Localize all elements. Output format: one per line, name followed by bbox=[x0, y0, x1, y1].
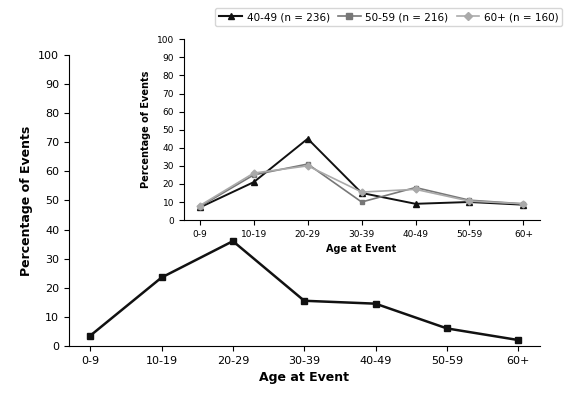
X-axis label: Age at Event: Age at Event bbox=[259, 371, 349, 384]
Legend: 40-49 (n = 236), 50-59 (n = 216), 60+ (n = 160): 40-49 (n = 236), 50-59 (n = 216), 60+ (n… bbox=[215, 8, 563, 26]
Y-axis label: Percentage of Events: Percentage of Events bbox=[141, 71, 151, 188]
Y-axis label: Percentage of Events: Percentage of Events bbox=[20, 125, 33, 275]
X-axis label: Age at Event: Age at Event bbox=[327, 244, 397, 254]
